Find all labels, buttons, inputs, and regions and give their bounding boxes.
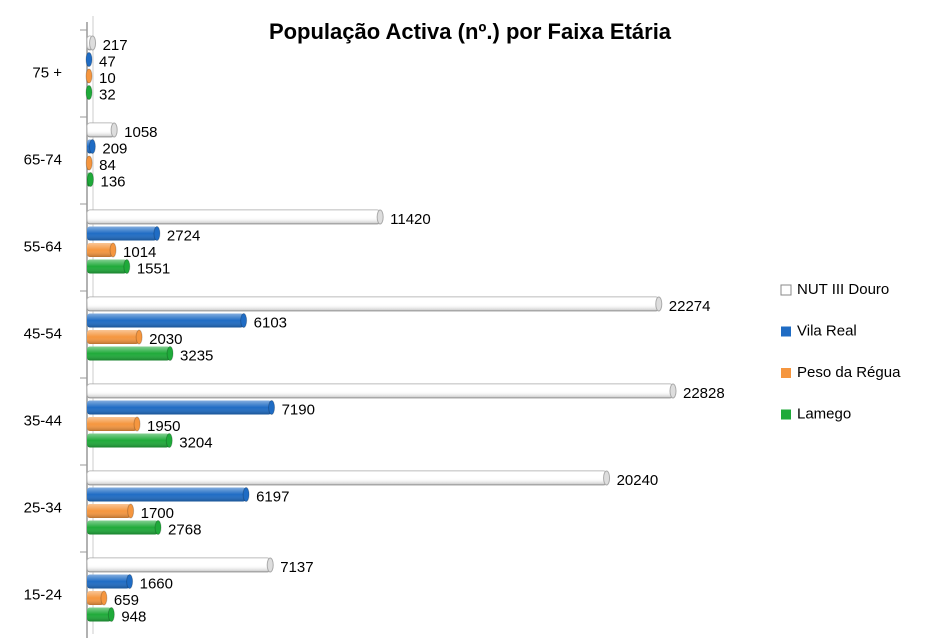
y-tick-label: 55-64 xyxy=(24,238,62,255)
y-tick-label: 35-44 xyxy=(24,412,62,429)
legend-label: Vila Real xyxy=(797,322,857,339)
legend-swatch xyxy=(780,284,792,296)
data-label: 6197 xyxy=(256,488,289,505)
bar-cap xyxy=(135,329,143,345)
bar-cap xyxy=(86,172,94,187)
bar-cap xyxy=(603,470,611,486)
bar-shade xyxy=(87,210,381,224)
bar-cap xyxy=(85,68,93,84)
bar-shade xyxy=(87,297,659,311)
bar-cap xyxy=(165,433,173,448)
bar-shade xyxy=(87,123,115,137)
data-label: 47 xyxy=(99,53,116,70)
bar-cap xyxy=(100,590,108,606)
bar-cap xyxy=(153,226,161,241)
data-label: 1660 xyxy=(140,575,173,592)
data-label: 22828 xyxy=(683,385,725,402)
data-label: 2030 xyxy=(149,331,182,348)
y-tick-label: 65-74 xyxy=(24,151,62,168)
bar-cap xyxy=(85,155,93,171)
bar-shade xyxy=(87,520,159,535)
bar-shade xyxy=(87,384,673,398)
bar-cap xyxy=(266,557,274,573)
bar-cap xyxy=(127,503,135,519)
bar-shade xyxy=(87,433,170,448)
data-label: 136 xyxy=(100,173,125,190)
data-label: 11420 xyxy=(390,211,431,228)
legend-swatch xyxy=(781,368,791,378)
bar-shade xyxy=(87,558,271,572)
bar-shade xyxy=(87,607,112,622)
data-label: 10 xyxy=(99,70,116,87)
bar-cap xyxy=(89,35,97,51)
data-label: 84 xyxy=(99,157,116,174)
data-label: 3235 xyxy=(180,347,213,364)
data-label: 1551 xyxy=(137,260,170,277)
data-label: 217 xyxy=(103,37,128,54)
y-tick-label: 25-34 xyxy=(24,499,62,516)
data-label: 7190 xyxy=(282,401,315,418)
bar-shade xyxy=(87,504,131,518)
bar-cap xyxy=(166,346,174,361)
bar-shade xyxy=(87,259,127,274)
data-label: 1014 xyxy=(123,244,156,261)
data-label: 7137 xyxy=(280,559,313,576)
legend-label: Peso da Régua xyxy=(797,364,901,381)
bar-cap xyxy=(376,209,384,225)
data-label: 209 xyxy=(102,140,127,157)
bar-shade xyxy=(87,591,104,605)
bar-shade xyxy=(87,487,247,502)
bar-shade xyxy=(87,417,138,431)
bar-cap xyxy=(240,313,248,328)
legend-label: Lamego xyxy=(797,405,851,422)
bar-cap xyxy=(669,383,677,399)
data-label: 22274 xyxy=(669,298,711,315)
legend-swatch xyxy=(781,409,791,420)
legend-swatch xyxy=(781,326,791,337)
data-label: 2724 xyxy=(167,227,200,244)
bar-shade xyxy=(87,346,171,361)
data-label: 1058 xyxy=(124,124,157,141)
data-label: 2768 xyxy=(168,521,201,538)
y-tick-label: 15-24 xyxy=(24,586,62,603)
bar-cap xyxy=(109,242,117,258)
bar-cap xyxy=(655,296,663,312)
bar-shade xyxy=(87,400,272,415)
bar-cap xyxy=(85,52,93,67)
bar-shade xyxy=(87,313,244,328)
data-label: 20240 xyxy=(617,472,659,489)
bar-cap xyxy=(154,520,162,535)
data-label: 1950 xyxy=(147,418,180,435)
chart-title: População Activa (nº.) por Faixa Etária xyxy=(269,19,672,44)
data-label: 948 xyxy=(121,608,146,625)
bar-cap xyxy=(85,85,93,100)
bar-shade xyxy=(87,471,607,485)
bar-shade xyxy=(87,243,114,257)
bar-shade xyxy=(87,574,130,589)
bar-cap xyxy=(126,574,134,589)
data-label: 6103 xyxy=(254,314,287,331)
bar-shade xyxy=(87,226,157,241)
y-tick-label: 45-54 xyxy=(24,325,62,342)
bar-cap xyxy=(110,122,118,138)
bar-cap xyxy=(107,607,115,622)
data-label: 1700 xyxy=(141,505,174,522)
bar-cap xyxy=(88,139,96,154)
data-label: 3204 xyxy=(179,434,212,451)
data-label: 32 xyxy=(99,86,116,103)
bar-cap xyxy=(242,487,250,502)
bar-cap xyxy=(268,400,276,415)
bar-shade xyxy=(87,330,140,344)
y-tick-label: 75 + xyxy=(32,64,62,81)
legend-label: NUT III Douro xyxy=(797,281,889,298)
bar-cap xyxy=(133,416,141,432)
data-label: 659 xyxy=(114,592,139,609)
bar-cap xyxy=(123,259,131,274)
